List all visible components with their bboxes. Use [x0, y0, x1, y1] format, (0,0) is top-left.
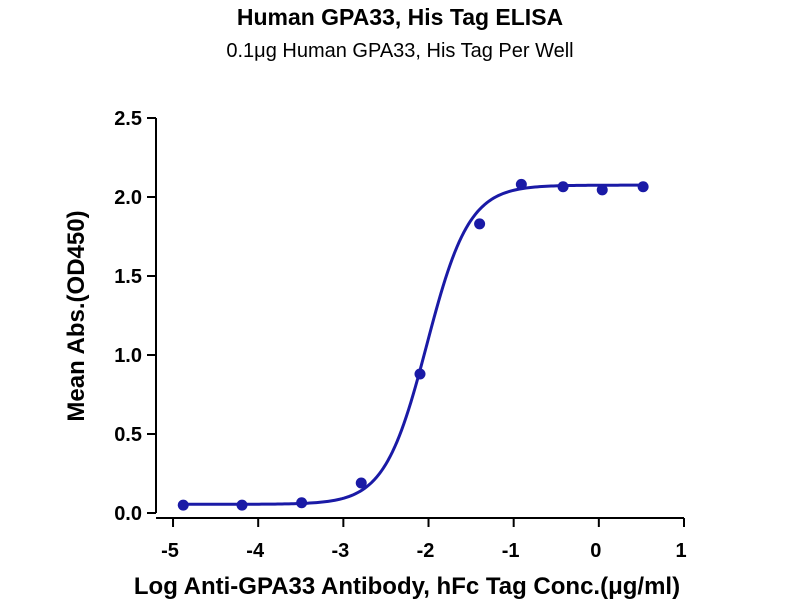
- data-point: [596, 184, 608, 196]
- data-point: [515, 178, 527, 190]
- data-points-layer: [177, 178, 649, 511]
- data-point: [296, 497, 308, 509]
- x-axis-label: Log Anti-GPA33 Antibody, hFc Tag Conc.(μ…: [134, 573, 680, 600]
- data-point: [637, 181, 649, 193]
- data-point: [355, 477, 367, 489]
- data-point: [236, 499, 248, 511]
- x-tick-label: -4: [246, 540, 265, 562]
- x-tick-label: -1: [502, 540, 520, 562]
- data-point: [474, 218, 486, 230]
- chart-subtitle: 0.1μg Human GPA33, His Tag Per Well: [226, 40, 574, 62]
- x-tick-label: -2: [417, 540, 435, 562]
- x-tick-label: -5: [161, 540, 179, 562]
- y-tick-label: 2.5: [114, 108, 142, 130]
- x-tick-label: 0: [590, 540, 601, 562]
- fit-curve: [183, 183, 644, 506]
- y-axis-label: Mean Abs.(OD450): [63, 210, 90, 421]
- y-tick-label: 0.5: [114, 424, 142, 446]
- data-point: [177, 499, 189, 511]
- y-tick-label: 1.0: [114, 345, 142, 367]
- x-tick-label: -3: [331, 540, 349, 562]
- fit-curve-layer: [183, 183, 644, 506]
- y-tick-label: 2.0: [114, 187, 142, 209]
- axes: 0.0 0.5 1.0 1.5 2.0 2.5 -5 -4 -3 -2 -1 0 1: [114, 108, 686, 562]
- y-tick-label: 1.5: [114, 266, 142, 288]
- data-point: [414, 368, 426, 380]
- chart-title: Human GPA33, His Tag ELISA: [236, 4, 564, 30]
- x-tick-label: 1: [675, 540, 686, 562]
- y-tick-label: 0.0: [114, 503, 142, 525]
- data-point: [557, 181, 569, 193]
